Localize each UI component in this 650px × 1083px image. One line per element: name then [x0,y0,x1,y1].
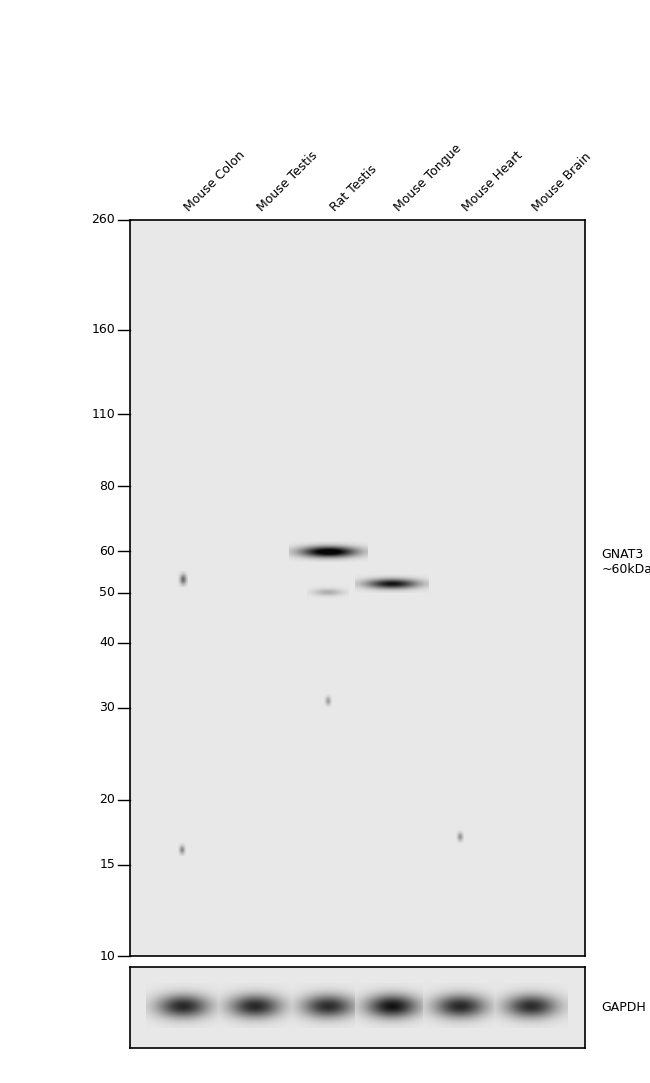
Text: Mouse Brain: Mouse Brain [530,151,594,214]
Text: 60: 60 [99,545,115,558]
Text: 30: 30 [99,702,115,715]
Text: Mouse Testis: Mouse Testis [255,149,320,214]
Text: 40: 40 [99,637,115,650]
Text: Rat Testis: Rat Testis [328,162,380,214]
Text: 15: 15 [99,858,115,871]
Text: 10: 10 [99,950,115,963]
Text: Mouse Colon: Mouse Colon [182,148,248,214]
Text: 260: 260 [91,213,115,226]
Text: Mouse Heart: Mouse Heart [460,149,525,214]
Text: 80: 80 [99,480,115,493]
Text: 20: 20 [99,793,115,806]
Text: GNAT3
~60kDa: GNAT3 ~60kDa [601,548,650,576]
Text: 50: 50 [99,586,115,599]
Text: GAPDH: GAPDH [601,1001,646,1015]
Text: 160: 160 [91,323,115,336]
Text: Mouse Tongue: Mouse Tongue [391,142,464,214]
Text: 110: 110 [91,408,115,421]
